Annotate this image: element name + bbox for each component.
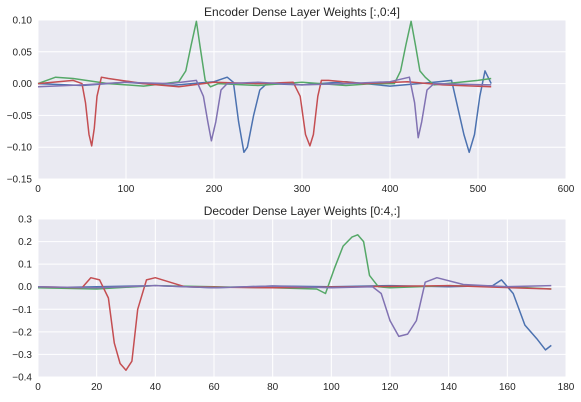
y-axis-ticks: 0.3 0.2 0.1 0.0 −0.1 −0.2 −0.3 −0.4 (12, 215, 32, 384)
x-tick-label: 60 (208, 382, 220, 393)
x-tick-label: 300 (294, 184, 311, 195)
x-tick-label: 140 (440, 382, 457, 393)
y-tick-label: −0.05 (7, 111, 33, 122)
series-line-4 (37, 276, 552, 338)
y-tick-label: −0.15 (7, 175, 33, 186)
plot-area (38, 219, 566, 377)
x-tick-label: 80 (267, 382, 279, 393)
y-tick-label: 0.10 (13, 16, 33, 27)
y-tick-label: −0.2 (12, 327, 32, 338)
x-tick-label: 200 (206, 184, 223, 195)
x-tick-label: 40 (150, 382, 162, 393)
x-tick-label: 100 (118, 184, 135, 195)
chart-title: Encoder Dense Layer Weights [:,0:4] (204, 5, 400, 19)
y-axis-ticks: 0.10 0.05 0.00 −0.05 −0.10 −0.15 (7, 16, 33, 186)
gridlines (37, 19, 567, 180)
decoder-weights-chart: Decoder Dense Layer Weights [0:4,:] 0 20 4… (12, 204, 575, 393)
y-tick-label: −0.1 (12, 305, 32, 316)
x-tick-label: 180 (558, 382, 575, 393)
y-tick-label: 0.0 (18, 282, 32, 293)
x-tick-label: 100 (323, 382, 340, 393)
x-tick-label: 500 (470, 184, 487, 195)
x-tick-label: 120 (382, 382, 399, 393)
x-axis-ticks: 0 100 200 300 400 500 600 (35, 184, 575, 195)
y-tick-label: 0.1 (18, 260, 32, 271)
x-axis-ticks: 0 20 40 60 80 100 120 140 160 180 (35, 382, 575, 393)
x-tick-label: 20 (91, 382, 103, 393)
y-tick-label: 0.2 (18, 237, 32, 248)
y-tick-label: 0.00 (13, 79, 33, 90)
series-lines (37, 234, 552, 371)
y-tick-label: 0.3 (18, 215, 32, 226)
x-tick-label: 160 (499, 382, 516, 393)
y-tick-label: −0.4 (12, 373, 32, 384)
series-line-4 (37, 76, 492, 142)
x-tick-label: 400 (382, 184, 399, 195)
x-tick-label: 0 (35, 184, 41, 195)
encoder-weights-chart: Encoder Dense Layer Weights [:,0:4] 0 100… (7, 5, 575, 195)
chart-title: Decoder Dense Layer Weights [0:4,:] (204, 204, 401, 218)
series-lines (37, 20, 492, 154)
y-tick-label: −0.3 (12, 350, 32, 361)
y-tick-label: −0.10 (7, 143, 33, 154)
x-tick-label: 0 (35, 382, 41, 393)
y-tick-label: 0.05 (13, 47, 33, 58)
x-tick-label: 600 (558, 184, 575, 195)
